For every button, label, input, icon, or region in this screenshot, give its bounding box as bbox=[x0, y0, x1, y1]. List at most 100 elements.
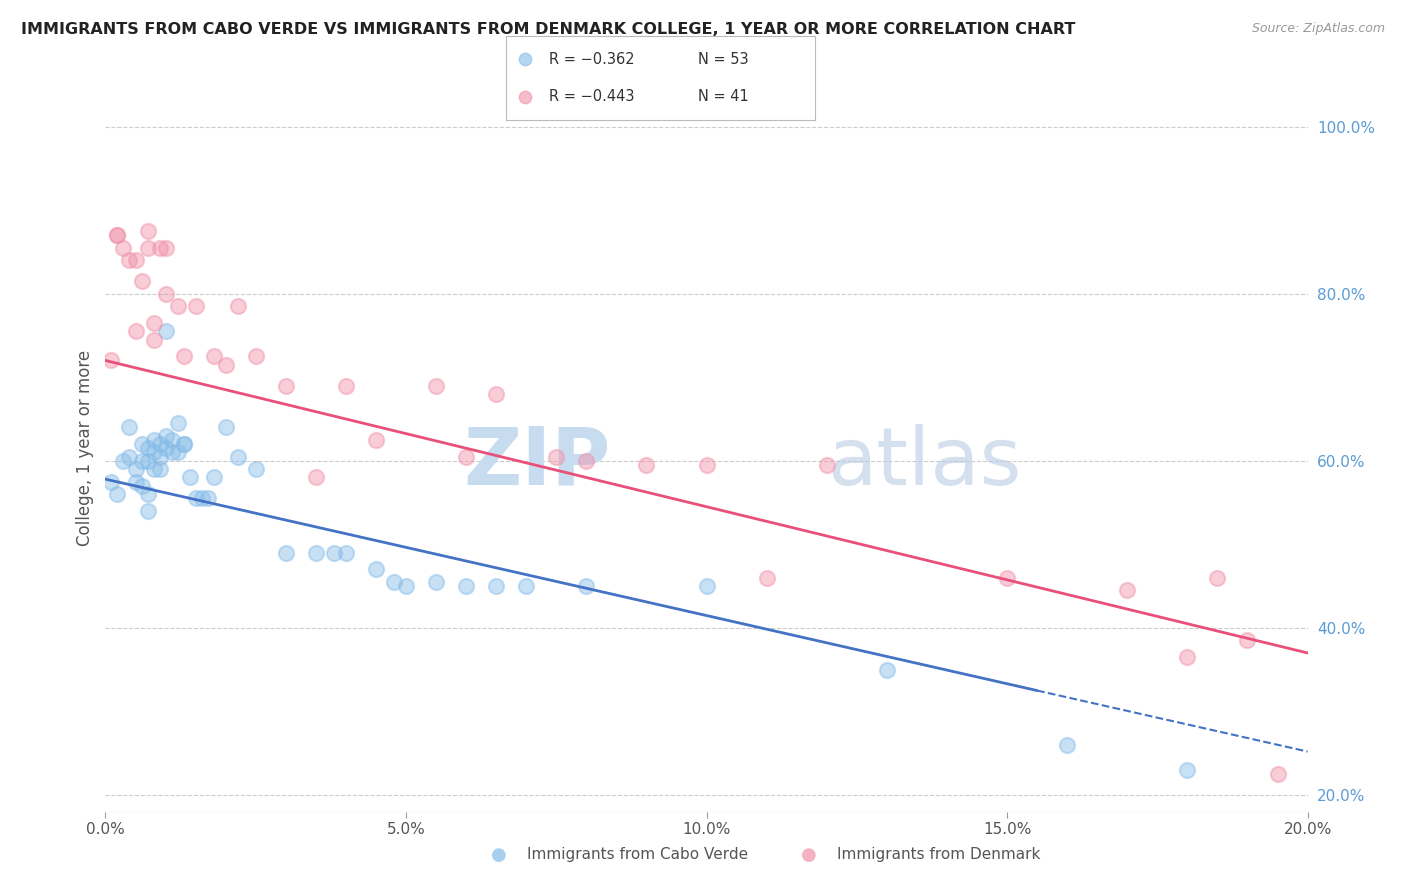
Point bbox=[131, 479, 153, 493]
Point bbox=[173, 437, 195, 451]
Text: ●: ● bbox=[800, 846, 817, 863]
Point bbox=[1175, 650, 1198, 665]
Point bbox=[100, 475, 122, 489]
Point bbox=[696, 579, 718, 593]
Point bbox=[202, 349, 225, 363]
Point bbox=[425, 574, 447, 589]
Point bbox=[142, 445, 165, 459]
Text: R = −0.362: R = −0.362 bbox=[550, 52, 636, 67]
Point bbox=[166, 299, 188, 313]
Point bbox=[382, 574, 405, 589]
Point bbox=[131, 437, 153, 451]
Text: IMMIGRANTS FROM CABO VERDE VS IMMIGRANTS FROM DENMARK COLLEGE, 1 YEAR OR MORE CO: IMMIGRANTS FROM CABO VERDE VS IMMIGRANTS… bbox=[21, 22, 1076, 37]
Text: N = 53: N = 53 bbox=[697, 52, 748, 67]
Point bbox=[155, 286, 177, 301]
Point bbox=[107, 228, 129, 243]
Point bbox=[1116, 583, 1139, 598]
Point bbox=[184, 299, 207, 313]
Point bbox=[190, 491, 212, 506]
Point bbox=[395, 579, 418, 593]
Point bbox=[136, 504, 159, 518]
Text: N = 41: N = 41 bbox=[697, 89, 748, 104]
Point bbox=[112, 454, 135, 468]
Text: Immigrants from Denmark: Immigrants from Denmark bbox=[837, 847, 1040, 862]
Point bbox=[202, 470, 225, 484]
Text: Immigrants from Cabo Verde: Immigrants from Cabo Verde bbox=[527, 847, 748, 862]
Point bbox=[100, 353, 122, 368]
Point bbox=[226, 299, 249, 313]
Point bbox=[136, 487, 159, 501]
Point bbox=[155, 428, 177, 442]
Point bbox=[364, 433, 387, 447]
Point bbox=[575, 454, 598, 468]
Point bbox=[124, 324, 146, 338]
Point bbox=[155, 324, 177, 338]
Point bbox=[305, 546, 328, 560]
Point bbox=[1175, 763, 1198, 777]
Point bbox=[131, 274, 153, 288]
Point bbox=[245, 462, 267, 476]
Point bbox=[274, 546, 297, 560]
Point bbox=[197, 491, 219, 506]
Point bbox=[322, 546, 344, 560]
Text: ●: ● bbox=[491, 846, 508, 863]
Point bbox=[166, 416, 188, 430]
Point bbox=[335, 378, 357, 392]
Point bbox=[364, 562, 387, 576]
Point bbox=[1206, 571, 1229, 585]
Point bbox=[118, 450, 141, 464]
Point bbox=[173, 437, 195, 451]
Point bbox=[112, 241, 135, 255]
Point bbox=[305, 470, 328, 484]
Point bbox=[148, 437, 170, 451]
Point bbox=[696, 458, 718, 472]
Point bbox=[513, 53, 536, 67]
Point bbox=[136, 224, 159, 238]
Point bbox=[179, 470, 201, 484]
Point bbox=[142, 462, 165, 476]
Point bbox=[214, 358, 236, 372]
Point bbox=[1267, 767, 1289, 781]
Point bbox=[136, 454, 159, 468]
Point bbox=[575, 579, 598, 593]
Point bbox=[876, 663, 898, 677]
Point bbox=[107, 487, 129, 501]
Point bbox=[454, 579, 477, 593]
Point bbox=[124, 475, 146, 489]
Point bbox=[107, 228, 129, 243]
Point bbox=[485, 387, 508, 401]
Point bbox=[118, 420, 141, 434]
Point bbox=[136, 442, 159, 455]
Point bbox=[245, 349, 267, 363]
Point bbox=[155, 241, 177, 255]
Point bbox=[1056, 738, 1078, 752]
Point bbox=[274, 378, 297, 392]
Point bbox=[148, 450, 170, 464]
Point bbox=[335, 546, 357, 560]
Point bbox=[184, 491, 207, 506]
Point bbox=[1236, 633, 1258, 648]
Point bbox=[124, 462, 146, 476]
Point bbox=[142, 316, 165, 330]
Point bbox=[173, 349, 195, 363]
Point bbox=[136, 241, 159, 255]
Point bbox=[226, 450, 249, 464]
Point bbox=[155, 442, 177, 455]
Point bbox=[513, 89, 536, 103]
Text: ZIP: ZIP bbox=[463, 424, 610, 502]
Point bbox=[148, 241, 170, 255]
Point bbox=[142, 333, 165, 347]
Text: R = −0.443: R = −0.443 bbox=[550, 89, 636, 104]
Point bbox=[131, 454, 153, 468]
Point bbox=[425, 378, 447, 392]
Point bbox=[166, 445, 188, 459]
Point bbox=[755, 571, 778, 585]
Point bbox=[485, 579, 508, 593]
Text: atlas: atlas bbox=[827, 424, 1021, 502]
Point bbox=[214, 420, 236, 434]
Point bbox=[546, 450, 568, 464]
Point bbox=[515, 579, 537, 593]
Y-axis label: College, 1 year or more: College, 1 year or more bbox=[76, 351, 94, 546]
Point bbox=[118, 253, 141, 268]
Point bbox=[148, 462, 170, 476]
